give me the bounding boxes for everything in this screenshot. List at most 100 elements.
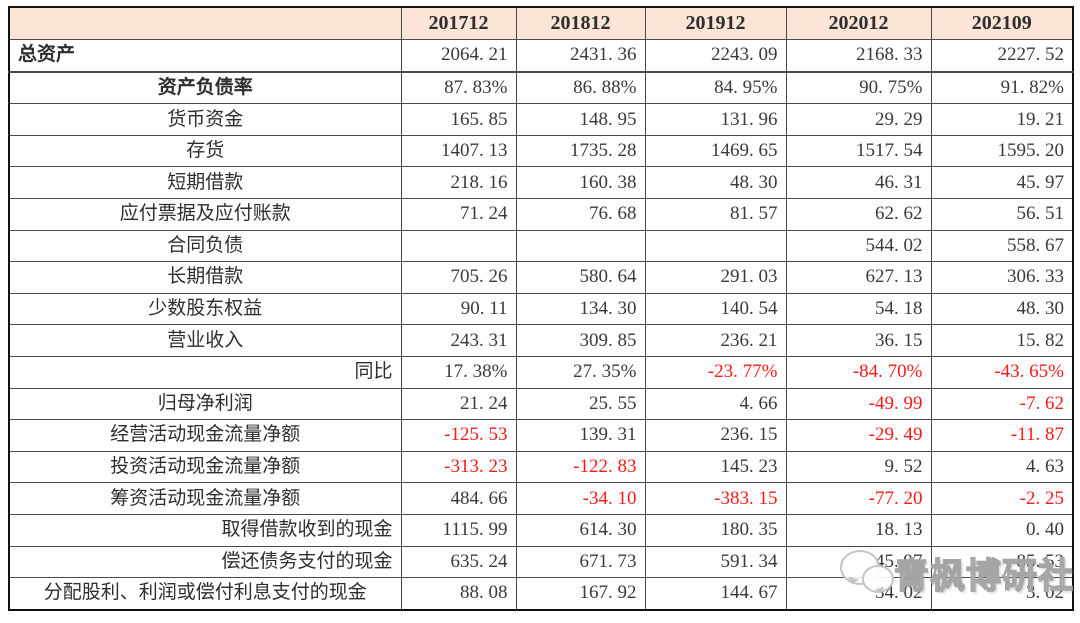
table-row: 短期借款 218. 16 160. 38 48. 30 46. 31 45. 9… <box>8 166 1074 199</box>
value-cell: 29. 29 <box>785 103 932 136</box>
year-header: 201812 <box>515 6 646 40</box>
row-label: 经营活动现金流量净额 <box>8 419 402 452</box>
financial-table-wrap: 201712 201812 201912 202012 202109 总资产 2… <box>8 6 1074 611</box>
value-cell: 84. 95% <box>644 71 787 105</box>
row-label: 总资产 <box>8 38 402 73</box>
table-row: 偿还债务支付的现金 635. 24 671. 73 591. 34 45. 97… <box>8 545 1074 579</box>
table-row: 分配股利、利润或偿付利息支付的现金 88. 08 167. 92 144. 67… <box>8 577 1074 611</box>
value-cell: 2243. 09 <box>644 38 787 73</box>
value-cell: 1407. 13 <box>400 134 517 168</box>
value-cell: 218. 16 <box>400 166 517 199</box>
value-cell: 614. 30 <box>515 513 646 547</box>
table-row: 资产负债率 87. 83% 86. 88% 84. 95% 90. 75% 91… <box>8 71 1074 105</box>
value-cell: 139. 31 <box>515 419 646 452</box>
row-label: 营业收入 <box>8 324 402 357</box>
year-header: 202012 <box>785 6 932 40</box>
year-header: 201712 <box>400 6 517 40</box>
table-row: 存货 1407. 13 1735. 28 1469. 65 1517. 54 1… <box>8 134 1074 168</box>
table-row: 同比 17. 38% 27. 35% -23. 77% -84. 70% -43… <box>8 355 1074 389</box>
row-label: 少数股东权益 <box>8 292 402 326</box>
value-cell: 86. 88% <box>515 71 646 105</box>
value-cell: 134. 30 <box>515 292 646 326</box>
table-row: 合同负债 544. 02 558. 67 <box>8 229 1074 263</box>
value-cell: 56. 51 <box>930 197 1074 231</box>
value-cell: 90. 75% <box>785 71 932 105</box>
row-label: 投资活动现金流量净额 <box>8 450 402 484</box>
value-cell: 591. 34 <box>644 545 787 579</box>
value-cell: 34. 02 <box>785 577 932 611</box>
value-cell: 71. 24 <box>400 197 517 231</box>
value-cell: -313. 23 <box>400 450 517 484</box>
corner-cell <box>8 6 402 40</box>
value-cell: 27. 35% <box>515 355 646 389</box>
value-cell <box>644 229 787 263</box>
value-cell: -43. 65% <box>930 355 1074 389</box>
value-cell: 18. 13 <box>785 513 932 547</box>
financial-table: 201712 201812 201912 202012 202109 总资产 2… <box>8 6 1074 611</box>
row-label: 取得借款收到的现金 <box>8 513 402 547</box>
value-cell: 306. 33 <box>930 261 1074 294</box>
value-cell: 309. 85 <box>515 324 646 357</box>
value-cell: 627. 13 <box>785 261 932 294</box>
header-row: 201712 201812 201912 202012 202109 <box>8 6 1074 40</box>
value-cell: 160. 38 <box>515 166 646 199</box>
value-cell: 145. 23 <box>644 450 787 484</box>
value-cell: 236. 15 <box>644 419 787 452</box>
value-cell <box>400 229 517 263</box>
value-cell: -11. 87 <box>930 419 1074 452</box>
value-cell: 580. 64 <box>515 261 646 294</box>
value-cell: 4. 63 <box>930 450 1074 484</box>
table-row: 总资产 2064. 21 2431. 36 2243. 09 2168. 33 … <box>8 38 1074 73</box>
value-cell: -122. 83 <box>515 450 646 484</box>
year-header: 201912 <box>644 6 787 40</box>
value-cell: 45. 97 <box>785 545 932 579</box>
value-cell: 544. 02 <box>785 229 932 263</box>
value-cell: 25. 55 <box>515 387 646 421</box>
row-label: 长期借款 <box>8 261 402 294</box>
row-label: 筹资活动现金流量净额 <box>8 482 402 515</box>
table-row: 少数股东权益 90. 11 134. 30 140. 54 54. 18 48.… <box>8 292 1074 326</box>
value-cell: -49. 99 <box>785 387 932 421</box>
value-cell: 484. 66 <box>400 482 517 515</box>
row-label: 资产负债率 <box>8 71 402 105</box>
value-cell: -2. 25 <box>930 482 1074 515</box>
table-row: 应付票据及应付账款 71. 24 76. 68 81. 57 62. 62 56… <box>8 197 1074 231</box>
value-cell: 48. 30 <box>930 292 1074 326</box>
value-cell: -23. 77% <box>644 355 787 389</box>
value-cell: -383. 15 <box>644 482 787 515</box>
value-cell: -84. 70% <box>785 355 932 389</box>
value-cell <box>515 229 646 263</box>
row-label: 存货 <box>8 134 402 168</box>
value-cell: 46. 31 <box>785 166 932 199</box>
value-cell: 140. 54 <box>644 292 787 326</box>
value-cell: 1595. 20 <box>930 134 1074 168</box>
row-label: 分配股利、利润或偿付利息支付的现金 <box>8 577 402 611</box>
value-cell: 558. 67 <box>930 229 1074 263</box>
value-cell: 2168. 33 <box>785 38 932 73</box>
value-cell: 9. 52 <box>785 450 932 484</box>
value-cell: 243. 31 <box>400 324 517 357</box>
row-label: 应付票据及应付账款 <box>8 197 402 231</box>
value-cell: 4. 66 <box>644 387 787 421</box>
table-row: 投资活动现金流量净额 -313. 23 -122. 83 145. 23 9. … <box>8 450 1074 484</box>
value-cell: 2064. 21 <box>400 38 517 73</box>
value-cell: 81. 57 <box>644 197 787 231</box>
table-row: 筹资活动现金流量净额 484. 66 -34. 10 -383. 15 -77.… <box>8 482 1074 515</box>
value-cell: 1469. 65 <box>644 134 787 168</box>
value-cell: 85. 53 <box>930 545 1074 579</box>
value-cell: -34. 10 <box>515 482 646 515</box>
value-cell: 635. 24 <box>400 545 517 579</box>
value-cell: 144. 67 <box>644 577 787 611</box>
table-row: 长期借款 705. 26 580. 64 291. 03 627. 13 306… <box>8 261 1074 294</box>
value-cell: -77. 20 <box>785 482 932 515</box>
value-cell: 165. 85 <box>400 103 517 136</box>
value-cell: 1517. 54 <box>785 134 932 168</box>
value-cell: 48. 30 <box>644 166 787 199</box>
value-cell: -7. 62 <box>930 387 1074 421</box>
value-cell: 0. 40 <box>930 513 1074 547</box>
row-label: 货币资金 <box>8 103 402 136</box>
value-cell: 54. 18 <box>785 292 932 326</box>
table-body: 总资产 2064. 21 2431. 36 2243. 09 2168. 33 … <box>8 38 1074 611</box>
row-label: 归母净利润 <box>8 387 402 421</box>
value-cell: 36. 15 <box>785 324 932 357</box>
